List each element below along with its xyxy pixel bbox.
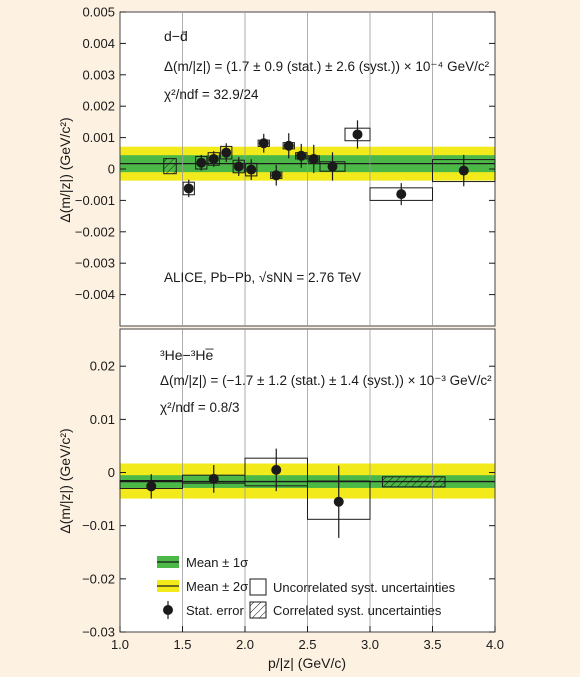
y-tick-label: 0.003 [82,67,115,82]
bottom-result-annotation: Δ(m/|z|) = (−1.7 ± 1.2 (stat.) ± 1.4 (sy… [160,373,492,388]
legend-marker [163,605,173,615]
y-tick-label: 0.002 [82,99,115,114]
top-result-annotation: Δ(m/|z|) = (1.7 ± 0.9 (stat.) ± 2.6 (sys… [164,59,490,74]
x-tick-label: 1.5 [173,637,191,652]
legend-label: Mean ± 2σ [186,579,248,594]
y-tick-label: −0.004 [75,287,115,302]
data-point [333,496,344,507]
data-point [258,138,269,149]
y-tick-label: 0.004 [82,36,115,51]
bottom-y-axis-label: Δ(m/|z|) (GeV/c²) [57,428,73,533]
top-chi2-annotation: χ²/ndf = 32.9/24 [164,87,259,102]
data-point [396,189,407,200]
data-point [327,161,338,172]
data-point [283,140,294,151]
bottom-species-label: ³He−³He̅ [160,347,214,363]
data-point [233,161,244,172]
y-tick-label: 0 [108,465,115,480]
bottom-panel: 0.02 0.01 0 −0.01 −0.02 −0.03 1.0 1.5 2.0 2.5 3.0… [57,328,504,671]
legend-correlated-box [249,601,267,619]
y-tick-label: 0.001 [82,130,115,145]
x-tick-label: 2.5 [298,637,316,652]
x-tick-label: 2.0 [236,637,254,652]
y-tick-label: −0.01 [82,518,115,533]
data-point [208,473,219,484]
top-panel: 0.005 0.004 0.003 0.002 0.001 0 −0.001 −0.002 −0… [57,5,496,327]
legend-label: Uncorrelated syst. uncertainties [273,580,456,595]
data-point [246,164,257,175]
data-point [221,147,232,158]
data-point [352,129,363,140]
experiment-label: ALICE, Pb−Pb, √sNN = 2.76 TeV [164,270,361,285]
top-y-axis-label: Δ(m/|z|) (GeV/c²) [57,117,73,222]
y-tick-label: −0.02 [82,571,115,586]
data-point [308,153,319,164]
legend: Mean ± 1σ Mean ± 2σ Stat. error Uncorrelate… [157,555,456,619]
x-tick-label: 3.5 [423,637,441,652]
y-tick-label: −0.001 [75,193,115,208]
data-point [183,183,194,194]
x-axis-label: p/|z| (GeV/c) [268,655,346,671]
top-species-label: d−d̄ [164,28,188,44]
correlated-syst-box [163,158,177,175]
y-tick-label: −0.002 [75,224,115,239]
x-tick-label: 1.0 [111,637,129,652]
data-point [271,170,282,181]
data-point [146,481,157,492]
data-point [208,153,219,164]
x-tick-label: 3.0 [361,637,379,652]
data-point [296,150,307,161]
legend-label: Correlated syst. uncertainties [273,603,442,618]
bottom-chi2-annotation: χ²/ndf = 0.8/3 [160,400,240,415]
y-tick-label: 0.02 [90,359,115,374]
correlated-syst-box [382,476,446,488]
data-point [196,157,207,168]
data-point [271,464,282,475]
y-tick-label: −0.003 [75,256,115,271]
y-tick-label: 0.005 [82,5,115,20]
y-tick-label: 0 [108,162,115,177]
y-tick-label: −0.03 [82,625,115,640]
data-point [458,165,469,176]
legend-label: Mean ± 1σ [186,555,248,570]
x-tick-label: 4.0 [486,637,504,652]
legend-uncorrelated-box [249,578,267,596]
y-tick-label: 0.01 [90,412,115,427]
legend-label: Stat. error [186,603,244,618]
